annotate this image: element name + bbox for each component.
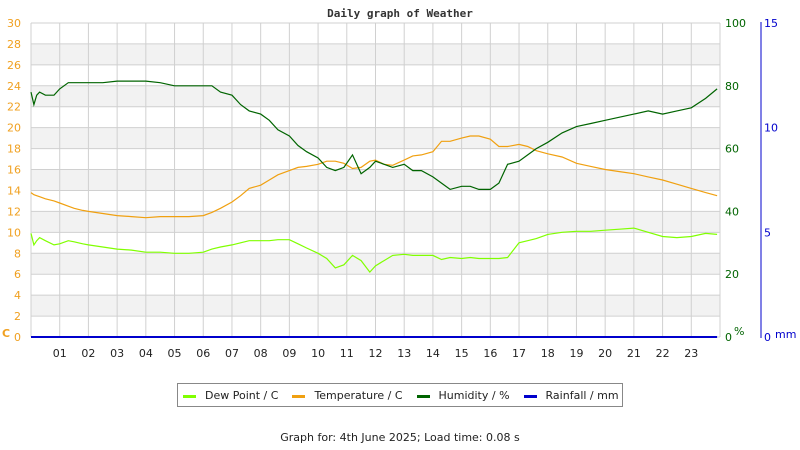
x-tick-hour: 21 bbox=[627, 347, 641, 360]
legend-label: Rainfall / mm bbox=[545, 388, 619, 402]
x-tick-hour: 16 bbox=[483, 347, 497, 360]
x-tick-hour: 10 bbox=[311, 347, 325, 360]
y-axis-unit-percent: % bbox=[734, 325, 744, 338]
legend-label: Dew Point / C bbox=[205, 388, 279, 402]
chart-legend: Dew Point / C Temperature / C Humidity /… bbox=[177, 383, 623, 407]
y-tick-humidity: 60 bbox=[725, 143, 739, 156]
x-tick-hour: 08 bbox=[254, 347, 268, 360]
x-tick-hour: 04 bbox=[139, 347, 153, 360]
y-tick-temperature: 22 bbox=[7, 101, 21, 114]
legend-item-dew-point: Dew Point / C bbox=[183, 389, 278, 402]
y-tick-rainfall: 0 bbox=[764, 331, 771, 344]
x-tick-hour: 19 bbox=[569, 347, 583, 360]
x-tick-hour: 15 bbox=[455, 347, 469, 360]
x-tick-hour: 07 bbox=[225, 347, 239, 360]
y-tick-temperature: 24 bbox=[7, 80, 21, 93]
y-tick-humidity: 20 bbox=[725, 268, 739, 281]
plot-series bbox=[30, 80, 718, 338]
y-tick-temperature: 14 bbox=[7, 184, 21, 197]
y-tick-temperature: 12 bbox=[7, 205, 21, 218]
y-tick-temperature: 16 bbox=[7, 164, 21, 177]
y-tick-temperature: 28 bbox=[7, 38, 21, 51]
y-tick-humidity: 100 bbox=[725, 17, 746, 30]
x-tick-hour: 23 bbox=[684, 347, 698, 360]
y-tick-rainfall: 15 bbox=[764, 17, 778, 30]
x-tick-hour: 12 bbox=[369, 347, 383, 360]
x-tick-hour: 01 bbox=[53, 347, 67, 360]
legend-item-temperature: Temperature / C bbox=[292, 388, 403, 402]
y-tick-temperature: 10 bbox=[7, 226, 21, 239]
y-tick-humidity: 0 bbox=[725, 331, 732, 344]
legend-label: Humidity / % bbox=[438, 388, 510, 402]
y-tick-temperature: 4 bbox=[14, 289, 21, 302]
graph-footer: Graph for: 4th June 2025; Load time: 0.0… bbox=[280, 431, 520, 444]
plot-grid bbox=[30, 22, 721, 338]
y-tick-humidity: 80 bbox=[725, 80, 739, 93]
y-tick-temperature: 30 bbox=[7, 17, 21, 30]
y-tick-humidity: 40 bbox=[725, 205, 739, 218]
x-tick-hour: 06 bbox=[196, 347, 210, 360]
temperature-swatch-icon bbox=[292, 395, 306, 398]
y-tick-temperature: 2 bbox=[14, 310, 21, 323]
y-tick-temperature: 6 bbox=[14, 268, 21, 281]
y-tick-temperature: 20 bbox=[7, 122, 21, 135]
x-tick-hour: 02 bbox=[81, 347, 95, 360]
x-tick-hour: 03 bbox=[110, 347, 124, 360]
y-axis-unit-mm: mm bbox=[775, 328, 796, 341]
chart-title: Daily graph of Weather bbox=[327, 7, 473, 20]
y-tick-temperature: 26 bbox=[7, 59, 21, 72]
dew-point-swatch-icon bbox=[183, 395, 196, 398]
dew-point-line bbox=[30, 227, 718, 274]
legend-label: Temperature / C bbox=[314, 388, 403, 402]
legend-item-humidity: Humidity / % bbox=[416, 388, 510, 402]
x-tick-hour: 11 bbox=[340, 347, 354, 360]
x-tick-hour: 20 bbox=[598, 347, 612, 360]
plot-axes: 302826242220181614121086420C100806040200… bbox=[2, 17, 796, 360]
y-tick-rainfall: 10 bbox=[764, 122, 778, 135]
x-tick-hour: 18 bbox=[541, 347, 555, 360]
y-tick-temperature: 0 bbox=[14, 331, 21, 344]
y-axis-unit-c: C bbox=[2, 327, 10, 340]
x-tick-hour: 09 bbox=[282, 347, 296, 360]
x-tick-hour: 22 bbox=[656, 347, 670, 360]
y-tick-rainfall: 5 bbox=[764, 226, 771, 239]
x-tick-hour: 17 bbox=[512, 347, 526, 360]
rainfall-swatch-icon bbox=[523, 395, 537, 398]
temperature-line bbox=[30, 135, 718, 219]
y-tick-temperature: 18 bbox=[7, 143, 21, 156]
humidity-line bbox=[30, 80, 718, 191]
x-tick-hour: 14 bbox=[426, 347, 440, 360]
legend-item-rainfall: Rainfall / mm bbox=[523, 388, 619, 402]
x-tick-hour: 05 bbox=[168, 347, 182, 360]
y-tick-temperature: 8 bbox=[14, 247, 21, 260]
humidity-swatch-icon bbox=[416, 395, 430, 398]
x-tick-hour: 13 bbox=[397, 347, 411, 360]
